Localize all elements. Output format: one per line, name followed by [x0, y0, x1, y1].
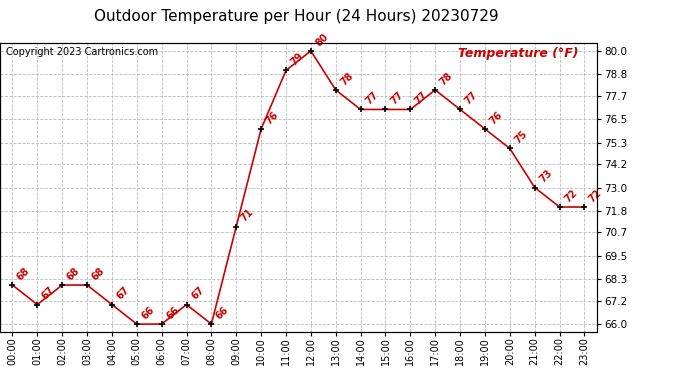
Text: 66: 66	[214, 304, 230, 321]
Text: 68: 68	[65, 266, 81, 282]
Text: 66: 66	[139, 304, 156, 321]
Text: 71: 71	[239, 207, 256, 224]
Text: 77: 77	[388, 90, 405, 106]
Text: 78: 78	[438, 70, 455, 87]
Text: 66: 66	[164, 304, 181, 321]
Text: 77: 77	[413, 90, 430, 106]
Text: 68: 68	[90, 266, 106, 282]
Text: 72: 72	[562, 188, 579, 204]
Text: 76: 76	[264, 110, 281, 126]
Text: 72: 72	[587, 188, 604, 204]
Text: 77: 77	[463, 90, 480, 106]
Text: 80: 80	[314, 32, 331, 48]
Text: 67: 67	[40, 285, 57, 302]
Text: 79: 79	[289, 51, 306, 68]
Text: 75: 75	[513, 129, 529, 146]
Text: 67: 67	[115, 285, 131, 302]
Text: 78: 78	[339, 70, 355, 87]
Text: 67: 67	[189, 285, 206, 302]
Text: Temperature (°F): Temperature (°F)	[458, 48, 579, 60]
Text: Outdoor Temperature per Hour (24 Hours) 20230729: Outdoor Temperature per Hour (24 Hours) …	[95, 9, 499, 24]
Text: 68: 68	[15, 266, 32, 282]
Text: Copyright 2023 Cartronics.com: Copyright 2023 Cartronics.com	[6, 48, 158, 57]
Text: 76: 76	[488, 110, 504, 126]
Text: 73: 73	[538, 168, 554, 185]
Text: 77: 77	[364, 90, 380, 106]
